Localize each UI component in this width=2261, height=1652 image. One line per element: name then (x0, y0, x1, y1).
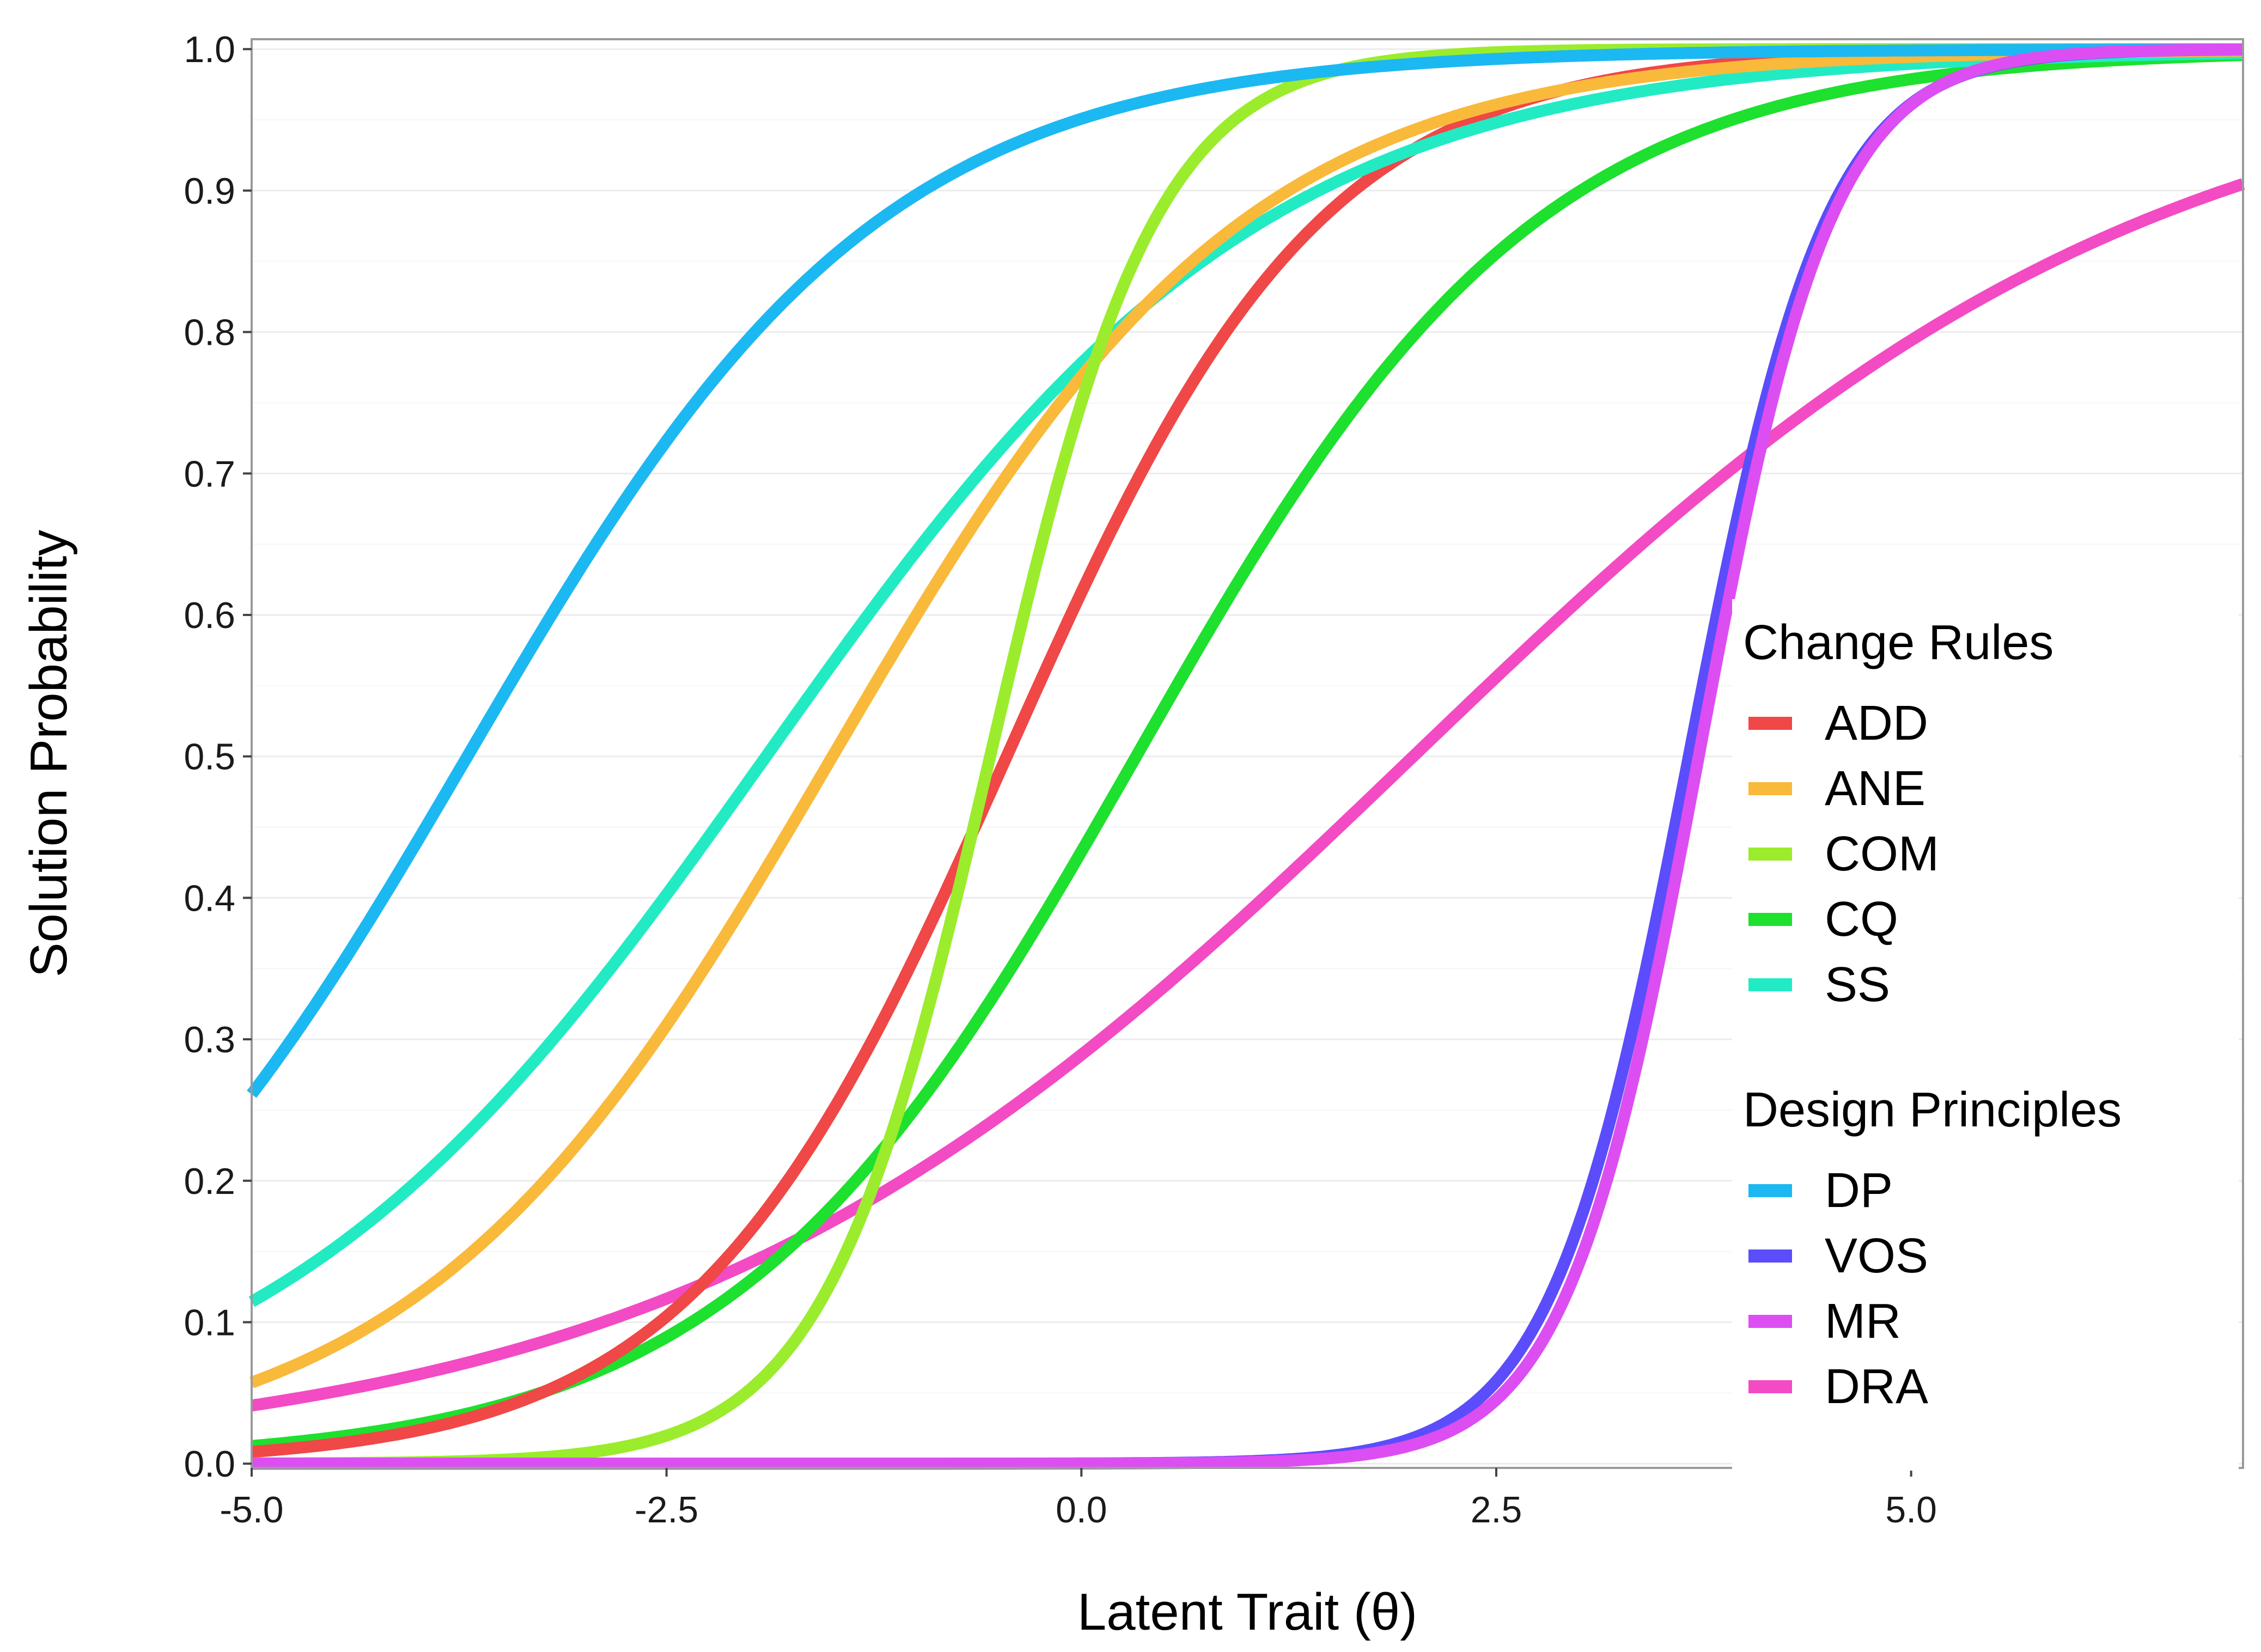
y-tick-label: 0.4 (184, 877, 235, 919)
legend-group-title: Change Rules (1743, 615, 2053, 670)
x-tick-label: 2.5 (1471, 1489, 1522, 1531)
legend-label: VOS (1825, 1229, 1928, 1283)
legend-item-mr: MR (1748, 1294, 1901, 1349)
legend-label: COM (1825, 827, 1939, 881)
plot-border (251, 38, 2244, 1469)
legend-label: SS (1825, 958, 1890, 1012)
legend-item-cq: CQ (1748, 892, 1898, 947)
legend-label: CQ (1825, 892, 1898, 947)
series-line-ane (249, 45, 2245, 1388)
series-line-dra (249, 178, 2245, 1412)
y-tick-label: 0.9 (184, 170, 235, 212)
x-tick-label: 0.0 (1056, 1489, 1107, 1531)
legend-background (1732, 599, 2239, 1471)
series-line-mr (249, 43, 2245, 1470)
legend-item-dp: DP (1748, 1163, 1893, 1218)
legend-item-com: COM (1748, 827, 1939, 881)
legend-label: ADD (1825, 696, 1928, 751)
x-tick-label: 5.0 (1885, 1489, 1937, 1531)
legend-label: DP (1825, 1163, 1893, 1218)
legend-group-title: Design Principles (1743, 1083, 2122, 1137)
legend-item-add: ADD (1748, 696, 1928, 751)
legend-label: MR (1825, 1294, 1901, 1349)
series-lines (247, 43, 2245, 1470)
legend-label: ANE (1825, 761, 1925, 816)
series-line-ss (248, 47, 2245, 1307)
y-tick-label: 0.8 (184, 312, 235, 353)
x-axis-title: Latent Trait (θ) (1077, 1583, 1417, 1641)
y-tick-label: 1.0 (184, 29, 235, 70)
x-tick-label: -5.0 (220, 1489, 283, 1531)
y-tick-label: 0.6 (184, 595, 235, 636)
legend-item-dra: DRA (1748, 1360, 1928, 1414)
legend: Change Rules ADD ANE COM CQ SS Design Principl… (1732, 599, 2239, 1471)
legend-item-ss: SS (1748, 958, 1890, 1012)
y-tick-label: 0.1 (184, 1302, 235, 1344)
series-line-dp (247, 43, 2245, 1098)
y-tick-label: 0.5 (184, 736, 235, 778)
x-tick-label: -2.5 (635, 1489, 698, 1531)
legend-item-vos: VOS (1748, 1229, 1928, 1283)
y-axis-title: Solution Probability (20, 530, 78, 978)
y-tick-label: 0.3 (184, 1019, 235, 1060)
legend-label: DRA (1825, 1360, 1928, 1414)
axes: 0.0 0.1 0.2 0.3 0.4 0.5 0.6 0.7 0.8 0.9 1.0 -5.0 -2.… (184, 29, 2244, 1531)
y-tick-label: 0.0 (184, 1443, 235, 1485)
y-tick-label: 0.2 (184, 1161, 235, 1202)
legend-item-ane: ANE (1748, 761, 1925, 816)
y-tick-label: 0.7 (184, 453, 235, 495)
